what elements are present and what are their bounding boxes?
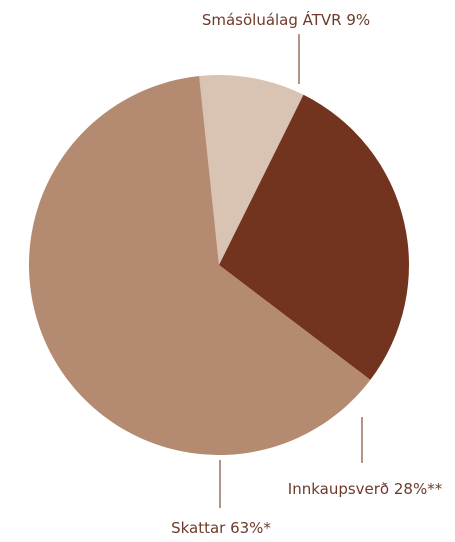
slice-label-smasolualag: Smásöluálag ÁTVR 9% <box>202 10 370 29</box>
pie-slice-skattar <box>28 76 371 455</box>
slice-label-skattar: Skattar 63%* <box>171 519 271 537</box>
slice-label-innkaupsverd: Innkaupsverð 28%** <box>288 480 443 498</box>
pie-slice-smasolualag <box>199 74 304 265</box>
pie-slices <box>28 74 409 455</box>
pie-slice-innkaupsverd <box>219 94 409 380</box>
